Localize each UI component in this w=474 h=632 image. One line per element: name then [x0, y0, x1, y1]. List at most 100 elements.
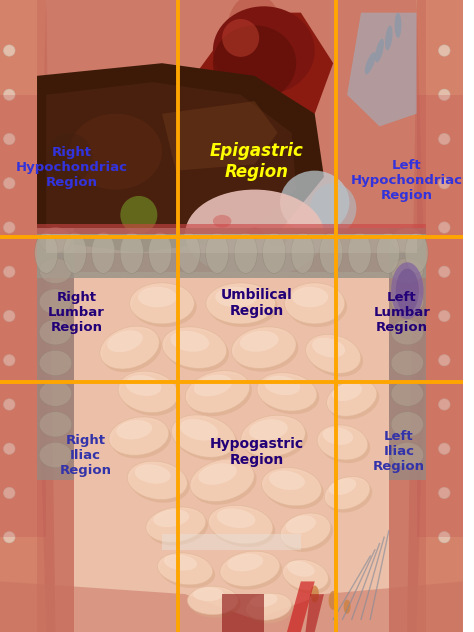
Ellipse shape — [3, 355, 15, 366]
Ellipse shape — [438, 399, 450, 410]
Ellipse shape — [172, 415, 236, 458]
Ellipse shape — [280, 171, 349, 234]
Ellipse shape — [394, 13, 401, 38]
Ellipse shape — [128, 461, 187, 499]
Text: Left
Lumbar
Region: Left Lumbar Region — [374, 291, 430, 334]
Ellipse shape — [391, 442, 423, 468]
Ellipse shape — [310, 585, 319, 603]
Ellipse shape — [111, 420, 171, 458]
Ellipse shape — [3, 178, 15, 189]
FancyBboxPatch shape — [0, 0, 463, 632]
Ellipse shape — [312, 337, 345, 358]
Ellipse shape — [323, 427, 353, 445]
Ellipse shape — [100, 326, 159, 369]
Ellipse shape — [438, 355, 450, 366]
Polygon shape — [407, 0, 463, 632]
Ellipse shape — [391, 289, 423, 314]
Ellipse shape — [438, 133, 450, 145]
Ellipse shape — [213, 6, 315, 95]
Ellipse shape — [170, 331, 209, 352]
Ellipse shape — [162, 327, 227, 368]
Ellipse shape — [438, 45, 450, 56]
Ellipse shape — [187, 586, 238, 614]
Polygon shape — [162, 101, 278, 171]
Ellipse shape — [126, 375, 162, 396]
Ellipse shape — [160, 556, 215, 588]
Ellipse shape — [319, 233, 343, 274]
Ellipse shape — [164, 330, 229, 372]
Ellipse shape — [438, 532, 450, 543]
Ellipse shape — [39, 258, 72, 284]
Ellipse shape — [231, 327, 296, 368]
Polygon shape — [305, 594, 324, 632]
Ellipse shape — [3, 133, 15, 145]
Ellipse shape — [3, 266, 15, 277]
Ellipse shape — [228, 554, 263, 571]
Ellipse shape — [120, 374, 181, 416]
Ellipse shape — [283, 516, 333, 552]
Ellipse shape — [438, 89, 450, 100]
Ellipse shape — [157, 553, 213, 585]
Ellipse shape — [405, 233, 428, 274]
Ellipse shape — [35, 233, 58, 274]
Ellipse shape — [327, 380, 377, 416]
Ellipse shape — [284, 283, 345, 324]
Ellipse shape — [174, 418, 238, 461]
Ellipse shape — [148, 510, 208, 545]
Ellipse shape — [329, 478, 356, 495]
Ellipse shape — [208, 286, 278, 327]
Ellipse shape — [164, 554, 197, 571]
Ellipse shape — [391, 320, 423, 345]
Ellipse shape — [259, 376, 319, 414]
Polygon shape — [74, 272, 389, 632]
Ellipse shape — [107, 331, 143, 352]
Polygon shape — [162, 534, 301, 550]
Ellipse shape — [215, 287, 257, 307]
Ellipse shape — [240, 331, 279, 352]
Ellipse shape — [319, 428, 370, 463]
Ellipse shape — [129, 283, 194, 324]
Ellipse shape — [190, 589, 241, 618]
Text: Left
Iliac
Region: Left Iliac Region — [373, 430, 425, 473]
Ellipse shape — [285, 562, 331, 594]
Ellipse shape — [344, 600, 351, 614]
Ellipse shape — [222, 554, 282, 590]
Ellipse shape — [257, 373, 317, 411]
Ellipse shape — [310, 183, 356, 234]
Ellipse shape — [263, 233, 286, 274]
Ellipse shape — [180, 419, 219, 441]
Ellipse shape — [193, 587, 224, 601]
Ellipse shape — [3, 45, 15, 56]
Ellipse shape — [375, 39, 384, 63]
Ellipse shape — [39, 228, 72, 253]
Ellipse shape — [109, 417, 169, 455]
Ellipse shape — [438, 487, 450, 499]
Ellipse shape — [241, 415, 305, 457]
Ellipse shape — [324, 477, 370, 509]
Ellipse shape — [190, 459, 255, 502]
Polygon shape — [287, 581, 315, 632]
Ellipse shape — [308, 337, 363, 377]
Ellipse shape — [120, 233, 143, 274]
Ellipse shape — [286, 516, 316, 533]
Text: Right
Hypochondriac
Region: Right Hypochondriac Region — [16, 146, 128, 189]
Ellipse shape — [438, 443, 450, 454]
Ellipse shape — [376, 233, 400, 274]
Ellipse shape — [3, 532, 15, 543]
Ellipse shape — [292, 287, 328, 307]
Ellipse shape — [46, 133, 92, 183]
Ellipse shape — [332, 382, 362, 401]
Ellipse shape — [3, 487, 15, 499]
Ellipse shape — [146, 507, 206, 542]
Ellipse shape — [198, 463, 237, 485]
Ellipse shape — [213, 215, 231, 228]
Ellipse shape — [130, 465, 190, 502]
Ellipse shape — [227, 0, 283, 70]
FancyBboxPatch shape — [37, 0, 426, 632]
Ellipse shape — [262, 468, 321, 506]
Ellipse shape — [287, 286, 347, 327]
Ellipse shape — [69, 114, 162, 190]
Ellipse shape — [348, 233, 371, 274]
Ellipse shape — [328, 591, 338, 610]
Text: Umbilical
Region: Umbilical Region — [221, 288, 293, 319]
